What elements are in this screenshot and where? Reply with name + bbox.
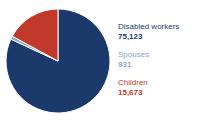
- pie-slice: [6, 9, 110, 113]
- data-label: 931: [118, 60, 132, 69]
- data-label: 15,673: [118, 88, 143, 97]
- pie-slice: [12, 9, 58, 61]
- chart-container: Disabled workers75,123 Spouses931 Children…: [0, 0, 206, 122]
- slice-label: Disabled workers: [118, 22, 179, 31]
- slice-label: Spouses: [118, 50, 149, 59]
- pie: [6, 9, 110, 113]
- chart: Disabled workers75,123 Spouses931 Children…: [0, 0, 206, 122]
- data-label: 75,123: [118, 32, 143, 41]
- slice-label: Children: [118, 78, 148, 87]
- labels: Disabled workers75,123 Spouses931 Children…: [118, 22, 179, 97]
